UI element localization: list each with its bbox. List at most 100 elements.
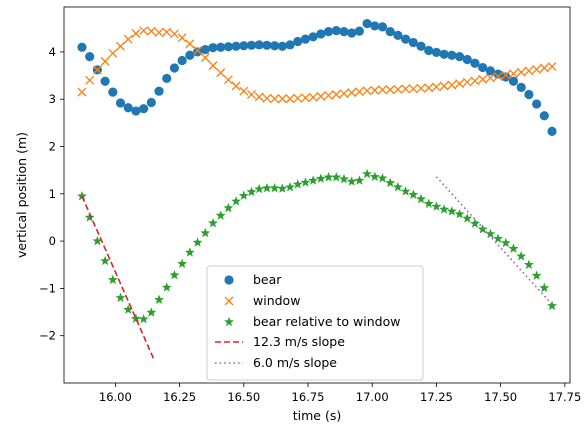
data-point bbox=[454, 208, 465, 219]
x-axis-label: time (s) bbox=[293, 408, 341, 423]
legend-marker-bear-relative-to-window bbox=[224, 316, 234, 327]
data-point bbox=[169, 63, 180, 73]
data-point bbox=[385, 26, 395, 37]
data-point bbox=[162, 73, 172, 84]
data-point bbox=[370, 85, 380, 95]
data-point bbox=[401, 34, 411, 44]
data-point bbox=[262, 93, 272, 103]
data-point bbox=[392, 182, 403, 192]
data-point bbox=[547, 300, 557, 311]
data-point bbox=[516, 251, 527, 261]
series-bear-relative-to-window bbox=[77, 168, 557, 324]
legend-marker-window bbox=[224, 296, 234, 306]
data-point bbox=[501, 70, 511, 80]
legend-label-window: window bbox=[253, 293, 300, 308]
data-point bbox=[454, 52, 465, 62]
data-point bbox=[377, 173, 388, 183]
plot-area bbox=[77, 18, 557, 360]
data-point bbox=[77, 87, 87, 97]
data-point bbox=[524, 89, 534, 100]
data-point bbox=[239, 41, 249, 51]
data-point bbox=[270, 41, 280, 51]
data-point bbox=[439, 49, 449, 59]
legend-marker bbox=[224, 275, 234, 285]
data-point bbox=[362, 86, 372, 96]
data-point bbox=[192, 237, 203, 247]
data-point bbox=[347, 28, 357, 38]
data-point bbox=[92, 65, 102, 75]
data-point bbox=[154, 86, 164, 96]
data-point bbox=[547, 62, 557, 72]
data-point bbox=[92, 235, 103, 246]
data-point bbox=[162, 27, 172, 37]
data-point bbox=[508, 76, 519, 86]
data-point bbox=[308, 32, 318, 42]
data-point bbox=[431, 47, 442, 58]
data-point bbox=[108, 87, 118, 97]
data-point bbox=[123, 304, 134, 314]
data-point bbox=[362, 18, 372, 29]
data-point bbox=[485, 228, 496, 239]
data-point bbox=[261, 182, 272, 193]
data-point bbox=[300, 34, 311, 44]
y-tick-label: 2 bbox=[49, 140, 56, 154]
data-point bbox=[115, 292, 126, 303]
data-point bbox=[138, 313, 149, 324]
data-point bbox=[231, 196, 242, 206]
data-point bbox=[300, 93, 310, 103]
data-point bbox=[439, 81, 449, 91]
data-point bbox=[123, 103, 133, 113]
data-point bbox=[208, 43, 218, 53]
y-tick-label: 0 bbox=[49, 234, 56, 248]
data-point bbox=[154, 28, 164, 37]
data-point bbox=[532, 64, 542, 74]
data-point bbox=[424, 45, 434, 56]
data-point bbox=[215, 210, 226, 220]
data-point bbox=[146, 26, 156, 36]
data-point bbox=[408, 189, 419, 199]
data-point bbox=[408, 37, 418, 48]
data-point bbox=[154, 294, 164, 304]
data-point bbox=[378, 85, 387, 95]
data-point bbox=[354, 26, 364, 36]
slope-line-6-0-m-s-slope bbox=[435, 176, 553, 306]
data-point bbox=[354, 87, 364, 97]
series-bear bbox=[77, 18, 557, 136]
data-point bbox=[177, 33, 187, 43]
data-point bbox=[192, 47, 203, 57]
data-point bbox=[231, 81, 241, 91]
data-point bbox=[131, 29, 141, 38]
data-point bbox=[431, 82, 441, 92]
data-point bbox=[208, 217, 218, 228]
data-point bbox=[277, 94, 287, 104]
data-point bbox=[416, 193, 426, 204]
data-point bbox=[169, 29, 179, 39]
data-point bbox=[331, 26, 341, 36]
data-point bbox=[107, 274, 118, 285]
data-point bbox=[161, 282, 172, 292]
data-point bbox=[339, 89, 349, 99]
data-point bbox=[315, 173, 326, 183]
data-point bbox=[100, 56, 110, 66]
legend: bear window bear relative to window 12.3… bbox=[206, 265, 424, 381]
x-axis: 16.00 16.25 16.50 16.75 17.00 17.25 17.50 17.75 bbox=[99, 383, 581, 404]
data-point bbox=[208, 61, 218, 71]
data-point bbox=[216, 68, 226, 78]
data-point bbox=[547, 126, 557, 136]
legend-marker bbox=[224, 316, 234, 327]
legend-marker-bear bbox=[224, 275, 234, 285]
data-point bbox=[339, 173, 349, 184]
y-axis-label: vertical position (m) bbox=[14, 132, 29, 258]
data-point bbox=[393, 84, 403, 94]
data-point bbox=[193, 46, 203, 55]
y-tick-label: 1 bbox=[49, 187, 56, 201]
data-point bbox=[277, 41, 287, 51]
data-point bbox=[354, 175, 365, 185]
data-point bbox=[254, 183, 265, 194]
data-point bbox=[408, 84, 418, 94]
data-point bbox=[130, 313, 141, 323]
x-tick-label: 17.00 bbox=[356, 390, 389, 404]
data-point bbox=[247, 90, 256, 99]
legend-marker bbox=[224, 296, 234, 306]
